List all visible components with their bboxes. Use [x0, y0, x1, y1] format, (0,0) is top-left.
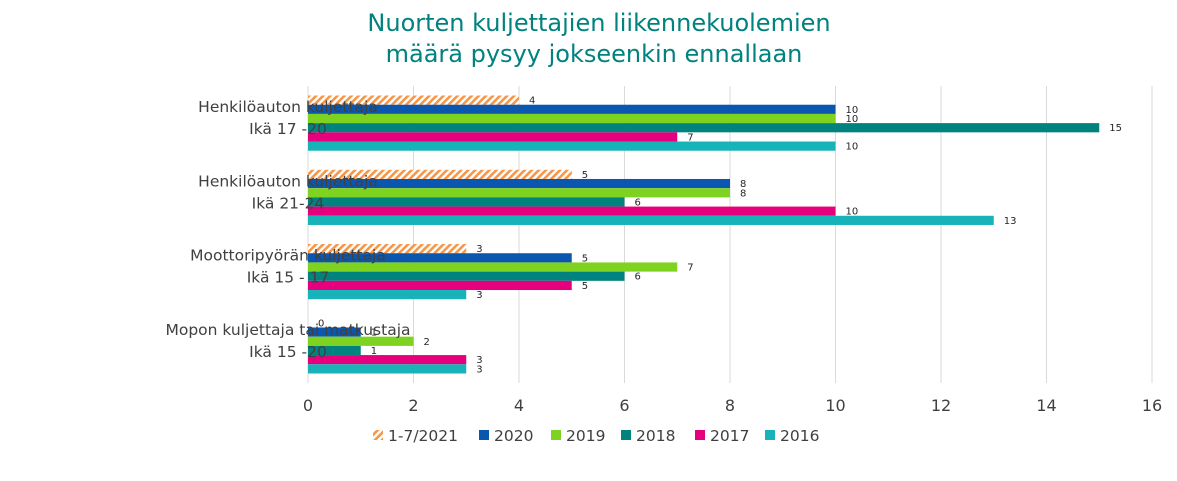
bar [308, 178, 730, 189]
category-label: Henkilöauton kuljettaja [198, 98, 378, 116]
data-label: 2 [424, 337, 430, 348]
bar [308, 364, 467, 374]
category-label: Ikä 17 -20 [249, 120, 327, 138]
data-label: 4 [529, 96, 535, 107]
data-label: 8 [740, 179, 746, 190]
data-label: 6 [635, 197, 641, 208]
data-label: 6 [635, 272, 641, 283]
bar [308, 188, 730, 198]
x-tick-label: 12 [931, 396, 951, 415]
chart-title-line-2: määrä pysyy jokseenkin ennallaan [386, 40, 803, 68]
category-labels: Henkilöauton kuljettaja Ikä 17 -20 Henkilö… [165, 98, 410, 361]
legend-entry[interactable]: 2018 [636, 427, 675, 445]
legend-swatch [479, 430, 489, 440]
data-label: 10 [846, 114, 859, 125]
x-tick-label: 16 [1142, 396, 1162, 415]
data-label: 3 [476, 355, 482, 366]
data-label: 8 [740, 188, 746, 199]
bar [308, 244, 467, 254]
legend-swatch [551, 430, 561, 440]
bar [308, 206, 836, 216]
x-tick-label: 10 [825, 396, 845, 415]
legend-swatch [765, 430, 775, 440]
legend-entry[interactable]: 2016 [780, 427, 819, 445]
data-label: 10 [846, 207, 859, 218]
category-label: Mopon kuljettaja tai matkustaja [165, 321, 410, 339]
data-label: 5 [582, 281, 588, 292]
data-label: 7 [687, 263, 693, 274]
bar [308, 345, 361, 356]
category-label: Ikä 15 - 17 [247, 269, 330, 287]
category-label: Moottoripyörän kuljettaja [190, 247, 386, 265]
legend-swatch [373, 430, 383, 440]
category-label: Ikä 15 -20 [249, 343, 327, 361]
legend-swatch [621, 430, 631, 440]
bar [308, 271, 625, 281]
bar [308, 132, 678, 142]
data-label: 3 [476, 290, 482, 301]
x-tick-label: 14 [1036, 396, 1056, 415]
bar [308, 123, 1100, 133]
bar [308, 280, 572, 291]
data-label: 5 [582, 253, 588, 264]
legend[interactable]: 1-7/2021 2020 2019 2018 2017 2016 [373, 427, 819, 445]
legend-entry[interactable]: 1-7/2021 [388, 427, 458, 445]
bar [308, 355, 467, 365]
x-axis-ticks: 0 2 4 6 8 10 12 14 16 [303, 396, 1162, 415]
category-label: Ikä 21-24 [252, 194, 325, 212]
x-tick-label: 2 [408, 396, 418, 415]
legend-swatch [695, 430, 705, 440]
legend-entry[interactable]: 2019 [566, 427, 605, 445]
bar [308, 262, 678, 272]
bar [308, 327, 361, 337]
bar [308, 104, 836, 114]
x-tick-label: 6 [619, 396, 629, 415]
chart-title-line-1: Nuorten kuljettajien liikennekuolemien [367, 9, 830, 37]
bar [308, 215, 994, 225]
legend-entry[interactable]: 2020 [494, 427, 533, 445]
data-label: 13 [1004, 216, 1017, 227]
bar [308, 113, 836, 124]
bar [308, 141, 836, 151]
data-label: 7 [687, 132, 693, 143]
bar [308, 169, 572, 179]
legend-entry[interactable]: 2017 [710, 427, 749, 445]
data-label: 5 [582, 170, 588, 181]
data-label: 10 [846, 105, 859, 116]
bar [308, 95, 519, 105]
data-label: 3 [476, 244, 482, 255]
x-tick-label: 0 [303, 396, 313, 415]
x-tick-label: 4 [514, 396, 524, 415]
bar [308, 253, 572, 263]
data-label: 1 [371, 346, 377, 357]
bar [308, 197, 625, 207]
category-label: Henkilöauton kuljettaja [198, 172, 378, 190]
data-label: 0 [318, 318, 324, 329]
x-tick-label: 8 [725, 396, 735, 415]
bar [308, 336, 414, 346]
bar [308, 290, 467, 300]
bars [308, 95, 1100, 374]
data-label: 1 [371, 328, 377, 339]
data-label: 15 [1109, 123, 1122, 134]
data-label: 10 [846, 142, 859, 153]
data-label: 3 [476, 364, 482, 375]
